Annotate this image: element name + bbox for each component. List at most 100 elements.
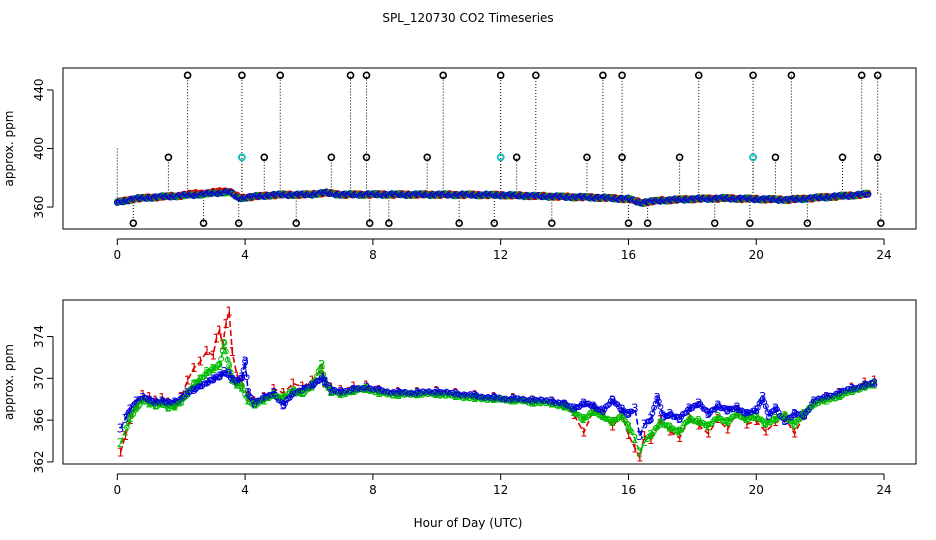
series-3-marker: 3 <box>260 391 268 405</box>
flag-mid-point <box>327 153 336 162</box>
series-2-point <box>644 436 651 443</box>
series-2-point <box>628 429 635 435</box>
flag-mid-point <box>583 153 591 162</box>
flag-low-point <box>292 219 301 227</box>
series-3-line <box>119 361 875 439</box>
flag-high-point <box>238 71 246 80</box>
flag-high-point <box>496 71 505 80</box>
series-1-marker: 1 <box>203 344 211 358</box>
flag-high-point <box>346 71 355 80</box>
series-1-marker: 1 <box>229 345 237 359</box>
x-axis-label: Hour of Day (UTC) <box>414 516 523 530</box>
series-2-marker: 2 <box>752 410 760 424</box>
series-3-point <box>657 403 664 410</box>
x-tick-label: 0 <box>113 483 121 497</box>
series-3-point <box>762 403 769 410</box>
series-3-marker: 3 <box>653 391 661 405</box>
flag-mid-point <box>771 153 780 162</box>
series-2-marker: 2 <box>318 358 326 372</box>
series-2-point <box>227 369 234 376</box>
series-2-point <box>123 424 130 431</box>
flag-high-point <box>183 71 192 80</box>
series-1-marker: 1 <box>705 427 713 441</box>
flag-low-point <box>877 219 885 227</box>
series-3-point <box>186 389 193 396</box>
series-2-point <box>604 415 611 422</box>
series-3-point <box>647 417 654 424</box>
flag-low-point <box>547 219 556 227</box>
series-1-marker: 1 <box>225 304 233 318</box>
series-3-marker: 3 <box>375 384 383 398</box>
x-tick-label: 20 <box>749 248 764 262</box>
series-1-marker: 1 <box>238 376 246 390</box>
series-1-marker: 1 <box>289 377 297 391</box>
series-2-point <box>809 403 816 410</box>
series-3-point <box>654 395 661 401</box>
series-1-marker: 1 <box>184 373 192 387</box>
series-2-marker: 2 <box>225 359 233 373</box>
series-3-marker: 3 <box>126 403 134 417</box>
series-3-marker: 3 <box>238 370 246 384</box>
flag-low-point <box>624 219 633 227</box>
series-3-point <box>601 406 608 413</box>
series-3-marker: 3 <box>117 421 125 435</box>
flag-low-point <box>199 219 208 227</box>
series-1-marker: 1 <box>631 441 639 455</box>
series-2-marker: 2 <box>203 365 211 379</box>
flag-low-point <box>746 219 754 227</box>
x-tick-label: 24 <box>876 248 891 262</box>
series-1-marker: 1 <box>618 408 626 422</box>
plot-frame <box>62 67 917 230</box>
series-3-marker: 3 <box>836 386 844 400</box>
flag-high-point <box>362 71 371 80</box>
flag-high-point <box>787 71 796 80</box>
series-1-marker: 1 <box>743 417 751 431</box>
cyan-point <box>496 153 505 162</box>
y-tick-label: 362 <box>32 450 46 473</box>
series-2-point <box>663 422 670 428</box>
series-2-point <box>651 428 657 435</box>
series-2-point <box>654 424 661 431</box>
series-3-marker: 3 <box>631 402 639 416</box>
series-1-marker: 1 <box>724 423 732 437</box>
flag-low-point <box>234 219 243 227</box>
series-3-point <box>576 404 582 411</box>
flag-high-point <box>873 71 882 80</box>
series-3-point <box>869 380 876 387</box>
series-3-point <box>598 407 605 414</box>
series-1-marker: 1 <box>871 373 879 387</box>
x-tick-label: 4 <box>241 483 249 497</box>
series-3-marker: 3 <box>121 412 129 426</box>
flag-mid-point <box>675 153 684 162</box>
series-3-marker: 3 <box>641 417 649 431</box>
series-3-point <box>711 406 718 413</box>
flag-mid-point <box>260 153 269 162</box>
series-3-point <box>246 393 253 400</box>
series-2-point <box>791 422 798 429</box>
series-2-marker: 2 <box>190 378 198 392</box>
x-tick-label: 24 <box>876 483 891 497</box>
y-axis-label: approx. ppm <box>2 111 16 187</box>
y-axis-label: approx. ppm <box>2 344 16 420</box>
series-3-point <box>248 394 255 401</box>
series-1-marker: 1 <box>121 429 129 443</box>
series-1-marker: 1 <box>641 429 649 443</box>
series-3-point <box>192 386 199 393</box>
series-1-marker: 1 <box>647 433 655 447</box>
series-2-marker: 2 <box>209 362 217 376</box>
x-tick-label: 12 <box>493 248 508 262</box>
series-3-marker: 3 <box>184 386 192 400</box>
flag-high-point <box>439 71 447 80</box>
flag-low-point <box>803 219 812 227</box>
series-2-point <box>790 420 796 427</box>
y-tick-label: 374 <box>32 325 46 348</box>
series-2-point <box>780 413 787 420</box>
flag-high-point <box>694 71 703 80</box>
series-2-marker: 2 <box>762 416 770 430</box>
series-2-point <box>318 363 325 370</box>
plot-frame <box>62 299 917 465</box>
series-3-point <box>604 402 611 409</box>
series-3-marker: 3 <box>765 409 773 423</box>
series-1-marker: 1 <box>636 451 644 465</box>
